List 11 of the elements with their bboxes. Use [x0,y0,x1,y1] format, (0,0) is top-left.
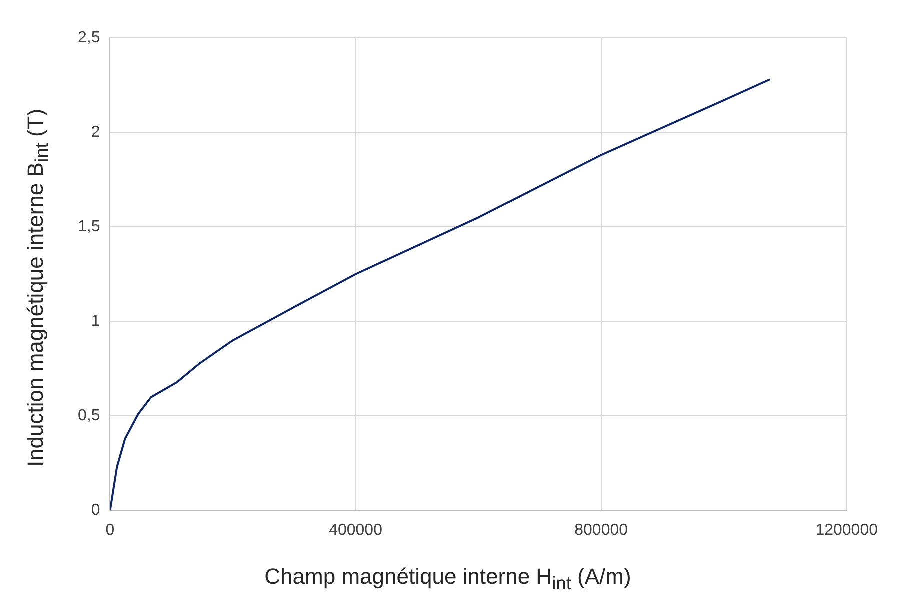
x-tick-label: 0 [106,522,115,539]
y-tick-label: 1 [91,313,100,330]
y-tick-label: 0 [91,502,100,520]
y-tick-label: 2 [91,124,100,141]
x-tick-label: 800000 [574,522,628,539]
y-tick-label: 0,5 [78,408,100,425]
x-tick-label: 1200000 [816,522,878,539]
x-axis-title: Champ magnétique interne H$_{int}$ (A/m) [264,564,632,594]
x-tick-label: 400000 [329,522,383,539]
y-tick-label: 1,5 [78,218,100,236]
y-tick-label: 2,5 [78,29,100,46]
